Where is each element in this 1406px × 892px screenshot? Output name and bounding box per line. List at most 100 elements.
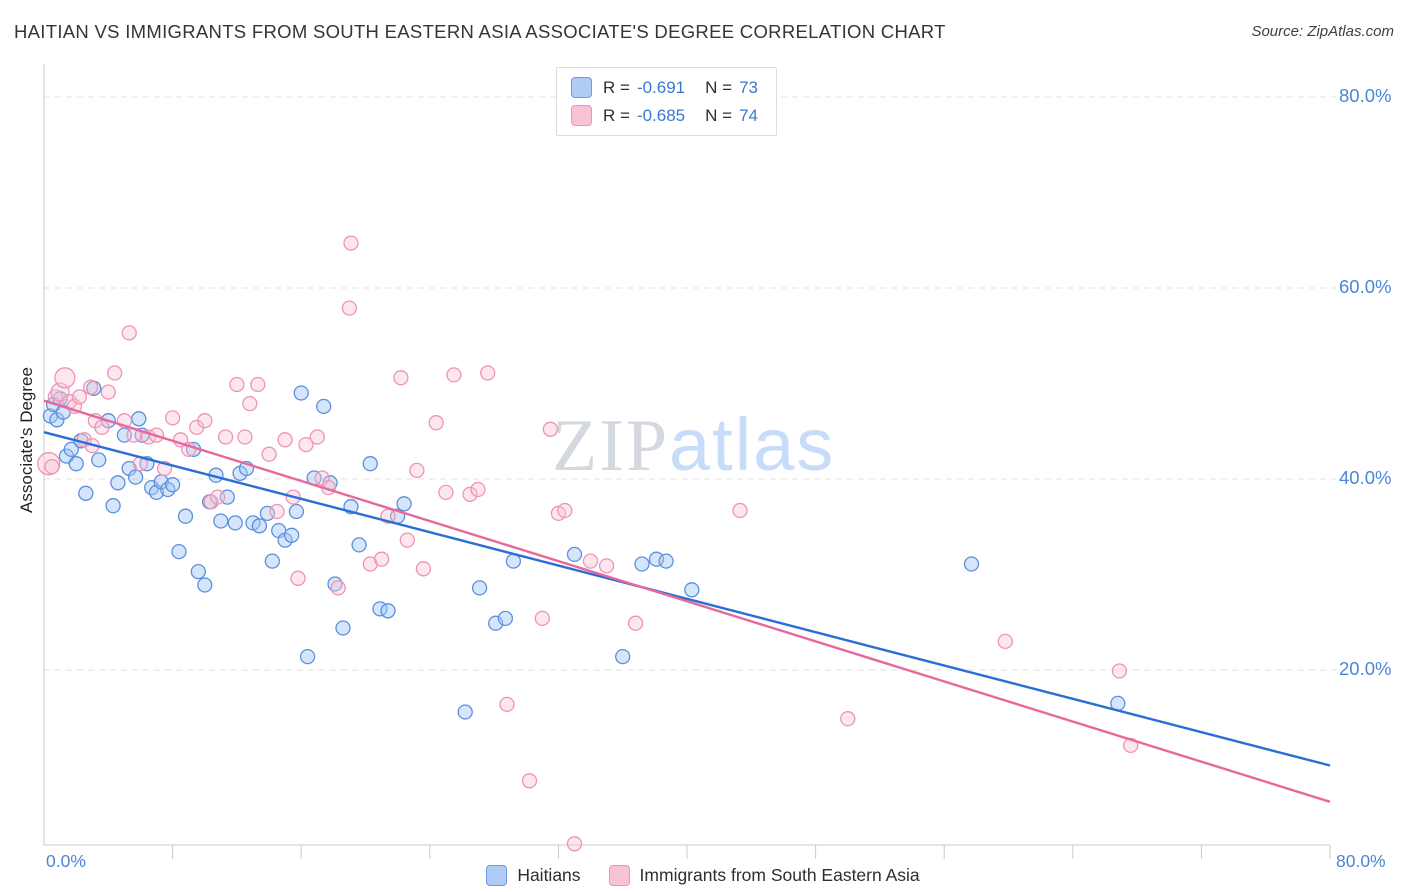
y-axis-label: Associate's Degree xyxy=(17,367,36,513)
scatter-point xyxy=(488,615,504,631)
scatter-point xyxy=(428,415,444,431)
scatter-point xyxy=(242,395,258,412)
scatter-point xyxy=(91,452,107,468)
scatter-point xyxy=(997,633,1013,650)
scatter-point xyxy=(68,456,84,472)
scatter-point xyxy=(283,527,300,543)
scatter-point xyxy=(197,413,213,429)
scatter-point xyxy=(438,484,454,501)
scatter-point xyxy=(462,486,478,502)
watermark-zip: ZIP xyxy=(552,405,669,487)
scatter-point xyxy=(497,610,514,627)
scatter-point xyxy=(471,580,488,596)
scatter-point xyxy=(732,502,748,519)
scatter-point xyxy=(100,384,116,400)
r-label: R = xyxy=(603,105,630,125)
scatter-point xyxy=(127,469,144,485)
scatter-point xyxy=(131,411,147,427)
scatter-point xyxy=(316,398,332,415)
trend-line xyxy=(43,431,1331,767)
n-label: N = xyxy=(705,77,733,97)
scatter-point xyxy=(94,419,110,436)
scatter-point xyxy=(54,367,76,389)
scatter-point xyxy=(534,610,550,627)
scatter-point xyxy=(351,537,367,553)
sea-immigrants-legend-swatch xyxy=(608,865,630,886)
scatter-point xyxy=(209,489,226,505)
scatter-point xyxy=(197,577,213,593)
scatter-point xyxy=(107,365,123,381)
scatter-point xyxy=(290,570,306,586)
scatter-point xyxy=(298,436,314,453)
watermark-atlas: atlas xyxy=(669,403,836,486)
scatter-point xyxy=(396,496,412,512)
legend-item-label: Immigrants from South Eastern Asia xyxy=(639,865,920,885)
scatter-point xyxy=(684,582,700,598)
scatter-point xyxy=(335,620,351,636)
scatter-point xyxy=(177,508,194,524)
scatter-point xyxy=(277,432,293,448)
scatter-point xyxy=(237,429,253,445)
scatter-point xyxy=(71,389,88,405)
scatter-point xyxy=(227,515,243,531)
sea-immigrants-swatch xyxy=(571,105,592,126)
scatter-point xyxy=(380,603,396,619)
watermark: ZIPatlas xyxy=(552,402,835,489)
scatter-point xyxy=(393,370,409,386)
scatter-point xyxy=(557,502,573,519)
r-value: -0.691 xyxy=(636,77,686,97)
scatter-point xyxy=(648,551,665,567)
scatter-point xyxy=(409,462,425,479)
series-legend: Haitians Immigrants from South Eastern A… xyxy=(0,865,1406,886)
legend-row-haitians: R = -0.691 N = 73 xyxy=(571,77,758,98)
scatter-point xyxy=(171,543,187,560)
scatter-point xyxy=(105,498,121,514)
n-label: N = xyxy=(705,105,733,125)
scatter-point xyxy=(63,441,79,458)
scatter-point xyxy=(264,553,280,569)
scatter-point xyxy=(658,553,674,569)
scatter-point xyxy=(251,518,268,534)
scatter-point xyxy=(309,429,325,445)
scatter-point xyxy=(213,513,229,529)
r-value: -0.685 xyxy=(636,105,686,125)
scatter-point xyxy=(261,446,277,462)
y-axis-tick-label: 20.0% xyxy=(1336,658,1395,680)
scatter-point xyxy=(582,553,599,569)
scatter-point xyxy=(121,325,137,341)
scatter-point xyxy=(566,836,583,852)
scatter-point xyxy=(373,551,390,567)
x-axis-max-label: 80.0% xyxy=(1336,851,1386,871)
scatter-point xyxy=(293,385,309,401)
legend-item-haitians: Haitians xyxy=(486,865,581,886)
scatter-point xyxy=(341,300,358,316)
scatter-point xyxy=(164,410,181,426)
trend-line xyxy=(43,399,1331,803)
scatter-point xyxy=(1111,663,1128,679)
scatter-point xyxy=(963,556,980,572)
scatter-point xyxy=(44,458,60,475)
scatter-point xyxy=(299,648,316,665)
scatter-point xyxy=(217,429,234,445)
scatter-point xyxy=(164,477,181,493)
scatter-point xyxy=(399,532,415,548)
scatter-point xyxy=(250,376,266,393)
scatter-point xyxy=(37,452,61,476)
chart-title: HAITIAN VS IMMIGRANTS FROM SOUTH EASTERN… xyxy=(14,21,946,42)
haitians-legend-swatch xyxy=(486,865,508,886)
haitians-swatch xyxy=(571,77,592,98)
scatter-point xyxy=(288,503,305,520)
y-axis-tick-label: 40.0% xyxy=(1336,467,1395,489)
scatter-point xyxy=(362,456,378,472)
scatter-point xyxy=(615,648,631,665)
legend-item-label: Haitians xyxy=(517,865,581,885)
scatter-point xyxy=(470,481,486,498)
scatter-point xyxy=(110,475,126,491)
scatter-point xyxy=(840,711,856,727)
scatter-point xyxy=(78,485,94,501)
n-value: 74 xyxy=(739,105,758,125)
scatter-point xyxy=(521,773,538,789)
n-value: 73 xyxy=(739,77,758,97)
